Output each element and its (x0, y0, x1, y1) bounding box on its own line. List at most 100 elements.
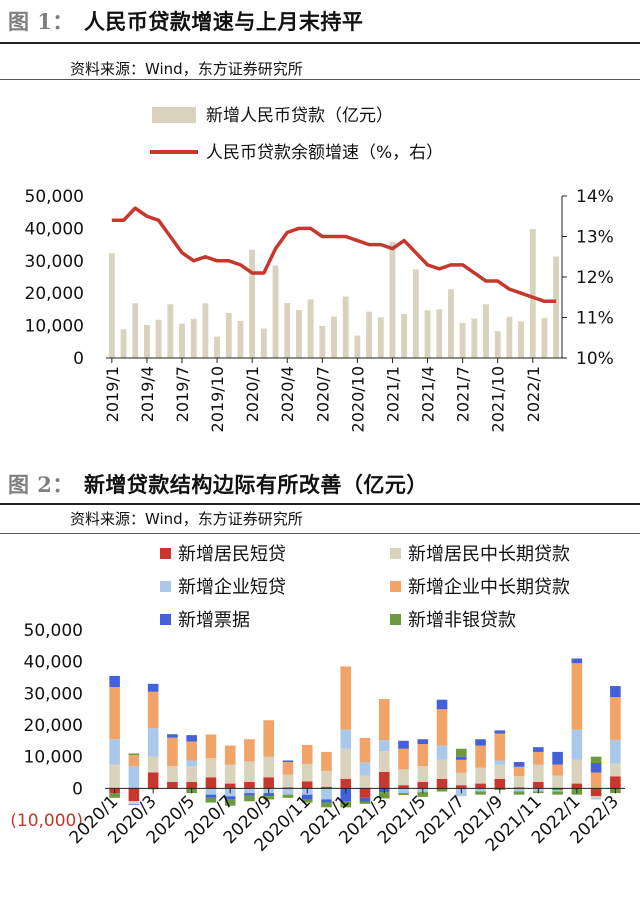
bar-2-long_household-2021-7 (456, 772, 467, 786)
bar-2-nonbank-2021-4 (398, 793, 409, 795)
bar-1-2019-10 (214, 336, 220, 358)
bar-2-bills-2021-8 (475, 739, 486, 746)
chart-1-x-tick-label: 2021/4 (419, 366, 438, 422)
bar-2-long_household-2021-5 (417, 766, 429, 782)
bar-1-2021-2 (401, 313, 408, 358)
chart-2-y-tick-label: 20,000 (24, 716, 83, 736)
bar-2-long_household-2022-1 (571, 759, 583, 784)
bar-2-long_household-2021-2 (359, 775, 371, 789)
bar-2-short_household-2021-5 (417, 782, 429, 789)
chart-1-left-tick-label: 50,000 (25, 187, 84, 207)
figure-2-title-text: 新增贷款结构边际有所改善（亿元） (83, 472, 428, 497)
bar-2-long_corporate-2021-12 (552, 764, 563, 776)
bar-1-2020-1 (249, 249, 256, 358)
bar-2-long_corporate-2021-5 (417, 744, 429, 767)
bar-2-short_household-2020-7 (224, 783, 236, 789)
bar-2-long_household-2020-6 (205, 758, 217, 778)
chart-1-x-tick-label: 2020/1 (243, 366, 262, 422)
legend-2-label-nonbank: 新增非银贷款 (408, 610, 516, 631)
bar-2-long_corporate-2021-4 (398, 748, 409, 770)
bar-2-long_household-2021-11 (533, 764, 544, 782)
bar-1-2021-6 (448, 289, 454, 358)
bar-2-nonbank-2020-6 (205, 797, 217, 803)
bar-2-short_corporate-2020-8 (244, 788, 255, 794)
bar-2-long_corporate-2020-9 (263, 720, 274, 757)
chart-2-y-tick-label: 10,000 (24, 748, 83, 768)
bar-2-long_corporate-2021-6 (436, 709, 448, 746)
bar-2-long_household-2020-8 (244, 761, 255, 782)
bar-2-short_corporate-2021-4 (398, 788, 409, 794)
bar-2-long_household-2020-3 (147, 756, 159, 773)
bar-2-long_corporate-2020-1 (109, 687, 120, 740)
bar-2-short_corporate-2020-6 (205, 788, 217, 795)
chart-1-right-tick-label: 10% (576, 349, 614, 369)
legend-2-swatch-bills (160, 614, 171, 625)
chart-1-right-tick-label: 11% (576, 309, 614, 329)
bar-2-short_household-2022-3 (610, 776, 621, 789)
bar-1-2021-12 (518, 321, 524, 358)
bar-2-long_household-2021-8 (475, 767, 486, 784)
bar-2-long_household-2020-11 (301, 763, 313, 782)
bar-2-long_household-2022-2 (590, 796, 602, 798)
bar-1-2020-4 (284, 302, 291, 358)
figure-2-source-rule (0, 533, 640, 534)
chart-2-y-tick-label: 50,000 (24, 621, 83, 641)
bar-1-2021-8 (471, 318, 478, 358)
bar-2-long_corporate-2020-3 (147, 691, 159, 729)
bar-1-2019-12 (237, 321, 244, 358)
bar-1-2021-10 (494, 331, 501, 358)
bar-2-short_corporate-2021-6 (436, 745, 448, 760)
bar-2-bills-2020-11 (301, 794, 313, 800)
bar-2-long_corporate-2020-6 (205, 734, 217, 759)
bar-2-long_household-2021-12 (552, 775, 563, 789)
bar-1-2019-5 (155, 319, 162, 358)
bar-2-long_corporate-2021-11 (533, 751, 544, 765)
chart-1-x-tick-label: 2019/4 (138, 366, 157, 422)
series-1-growth-line (111, 206, 557, 304)
bar-2-long_corporate-2021-8 (475, 745, 486, 768)
bar-1-2019-11 (225, 312, 232, 358)
chart-1-left-tick-label: 40,000 (25, 219, 84, 239)
bar-2-bills-2020-4 (167, 734, 178, 738)
bar-2-long_household-2021-1 (340, 748, 352, 779)
bar-2-bills-2022-1 (571, 658, 583, 664)
legend-2-label-short_household: 新增居民短贷 (178, 544, 286, 565)
bar-2-long_household-2020-5 (186, 766, 197, 782)
bar-2-short_household-2021-1 (340, 778, 352, 789)
bar-2-short_household-2020-4 (167, 782, 178, 789)
bar-1-2020-2 (260, 328, 267, 358)
legend-2-label-long_household: 新增居民中长期贷款 (408, 544, 570, 565)
bar-1-2022-2 (541, 318, 548, 358)
bar-2-bills-2020-5 (186, 735, 197, 742)
bar-2-bills-2022-3 (610, 686, 621, 698)
bar-2-nonbank-2021-7 (456, 748, 467, 757)
legend-2-label-long_corporate: 新增企业中长期贷款 (408, 577, 570, 598)
legend-1-line-label: 人民币贷款余额增速（%，右） (206, 143, 443, 163)
bar-2-short_household-2021-9 (494, 778, 506, 789)
bar-2-nonbank-2020-11 (301, 799, 313, 803)
bar-1-2021-7 (459, 323, 466, 358)
chart-1-x-tick-label: 2021/1 (383, 366, 402, 422)
bar-2-nonbank-2021-2 (359, 801, 371, 804)
bar-1-2021-1 (389, 242, 396, 358)
chart-1-x-tick-label: 2020/10 (348, 366, 367, 432)
chart-1-left-tick-label: 30,000 (25, 252, 84, 272)
bar-2-bills-2020-6 (205, 794, 217, 798)
bar-1-2019-2 (120, 329, 127, 358)
chart-1-x-tick-label: 2019/1 (103, 366, 122, 422)
bar-2-bills-2021-6 (436, 699, 448, 710)
bar-2-long_corporate-2020-11 (301, 744, 313, 764)
chart-1-x-tick-label: 2021/10 (489, 366, 508, 432)
bar-2-nonbank-2021-10 (513, 791, 525, 795)
bar-2-short_household-2021-4 (398, 785, 409, 789)
bar-2-short_corporate-2020-3 (147, 728, 159, 757)
bar-2-short_corporate-2020-12 (321, 788, 332, 800)
bar-2-nonbank-2020-12 (321, 802, 332, 808)
figure-1-rule (0, 42, 640, 44)
bar-1-2019-7 (179, 323, 185, 358)
bar-2-short_household-2020-3 (147, 772, 159, 789)
bar-2-long_household-2020-9 (263, 756, 274, 778)
bar-2-long_corporate-2022-3 (610, 697, 621, 740)
figure-1-title: 图 1： 人民币贷款增速与上月末持平 (8, 6, 363, 36)
bar-2-nonbank-2020-7 (224, 799, 236, 806)
